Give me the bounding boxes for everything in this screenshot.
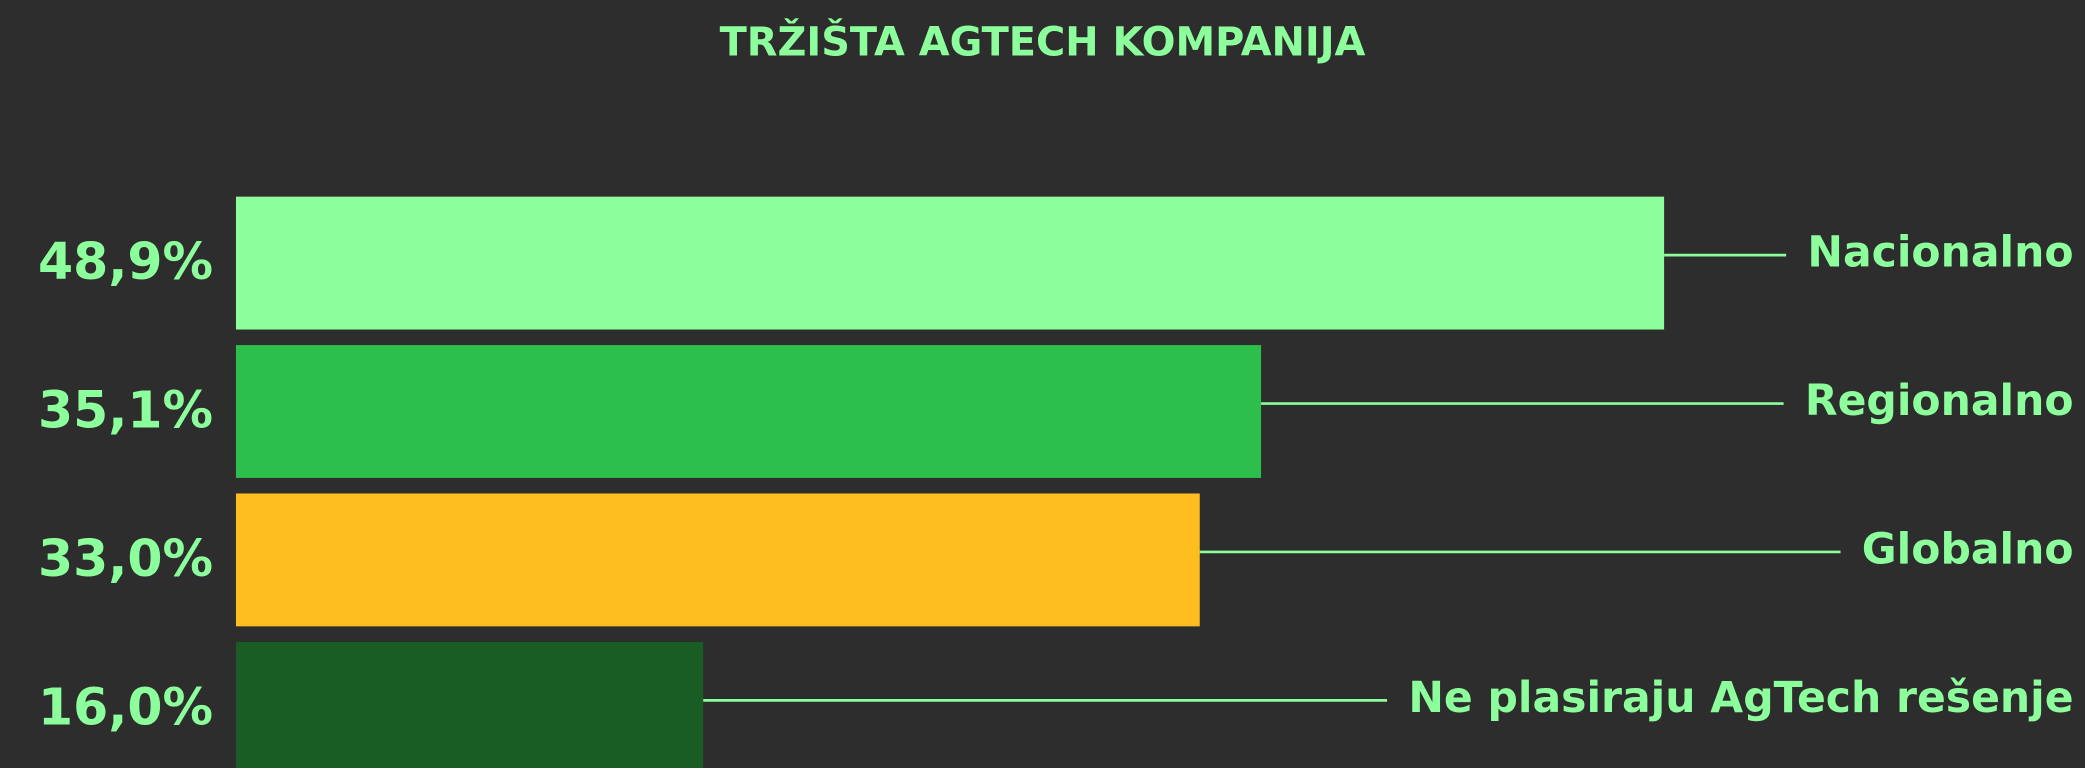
category-label: Ne plasiraju AgTech rešenje (1408, 674, 2073, 723)
category-label: Regionalno (1805, 377, 2074, 426)
bar (235, 196, 1665, 330)
bar (235, 345, 1262, 478)
chart-title: TRŽIŠTA AGTECH KOMPANIJA (720, 19, 1366, 66)
bar (235, 493, 1200, 627)
value-label: 16,0% (38, 677, 213, 736)
bar (235, 641, 704, 768)
category-label: Nacionalno (1807, 229, 2073, 278)
category-label: Globalno (1862, 525, 2074, 574)
value-label: 35,1% (38, 381, 213, 440)
value-label: 33,0% (38, 529, 213, 588)
value-label: 48,9% (38, 232, 213, 291)
